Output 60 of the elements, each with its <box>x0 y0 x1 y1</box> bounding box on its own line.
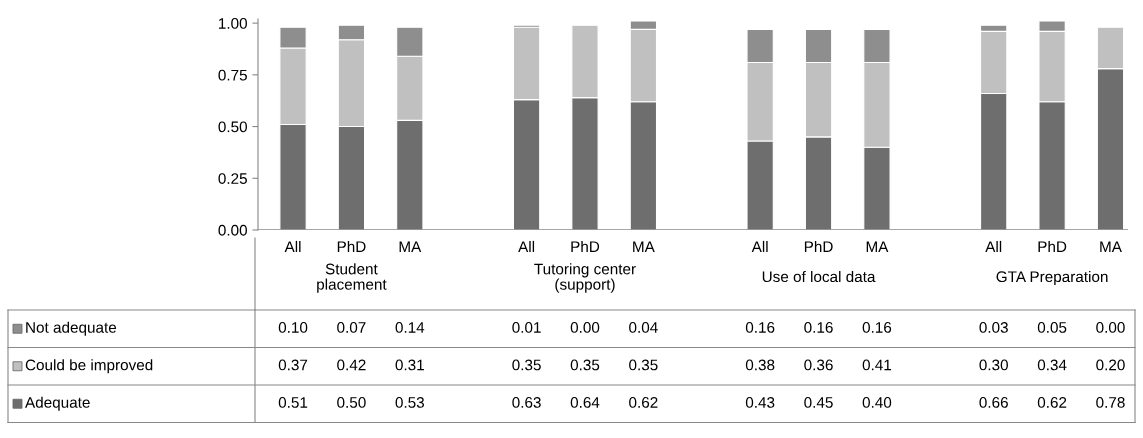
legend-label: Could be improved <box>25 359 153 374</box>
data-label: 0.42 <box>337 359 366 371</box>
x-tick-label: All <box>751 240 768 252</box>
y-tick-label: 0.50 <box>218 121 247 133</box>
y-tick-label: 0.75 <box>218 69 247 81</box>
data-label: 0.62 <box>629 397 658 408</box>
data-label: 0.16 <box>862 322 892 333</box>
data-label: 0.62 <box>1037 397 1067 408</box>
text: Tutoring center (support) <box>534 263 636 293</box>
text: Student placement <box>317 263 387 293</box>
x-tick-label: PhD <box>337 240 366 252</box>
data-label: 0.10 <box>278 322 308 333</box>
x-tick-label: MA <box>399 241 422 252</box>
data-label: 0.51 <box>278 397 308 408</box>
x-tick-label: PhD <box>1038 240 1067 252</box>
x-tick-label: All <box>985 240 1002 252</box>
y-tick-label: 0.00 <box>218 224 247 236</box>
data-label: 0.41 <box>862 359 892 371</box>
x-tick-label: MA <box>866 241 889 252</box>
y-tick-label: 1.00 <box>219 18 247 29</box>
x-tick-label: PhD <box>571 240 600 252</box>
data-label: 0.35 <box>629 359 658 371</box>
data-label: 0.50 <box>337 397 366 408</box>
data-label: 0.31 <box>395 359 424 371</box>
data-label: 0.16 <box>745 322 775 333</box>
data-label: 0.66 <box>979 397 1008 408</box>
data-label: 0.07 <box>337 322 366 333</box>
legend-label: Not adequate <box>26 321 117 336</box>
data-label: 0.35 <box>512 359 541 371</box>
data-label: 0.45 <box>804 397 833 408</box>
data-label: 0.37 <box>278 359 308 371</box>
x-tick-label: All <box>284 240 301 252</box>
data-label: 0.78 <box>1096 397 1125 408</box>
data-label: 0.64 <box>570 397 600 408</box>
data-label: 0.53 <box>395 397 425 408</box>
data-label: 0.03 <box>979 322 1008 333</box>
data-label: 0.35 <box>570 359 600 371</box>
data-label: 0.34 <box>1037 359 1067 371</box>
data-label: 0.63 <box>512 397 541 408</box>
legend-label: Adequate <box>25 396 90 411</box>
y-tick-label: 0.25 <box>218 173 247 184</box>
data-label: 0.05 <box>1037 322 1067 333</box>
data-label: 0.38 <box>745 359 775 371</box>
data-label: 0.40 <box>862 397 892 408</box>
x-tick-label: All <box>518 240 535 252</box>
x-tick-label: MA <box>1100 241 1122 252</box>
data-label: 0.36 <box>804 359 833 371</box>
data-label: 0.01 <box>512 322 541 333</box>
data-label: 0.43 <box>745 397 775 408</box>
data-label: 0.04 <box>629 322 658 333</box>
data-label: 0.00 <box>1096 322 1125 333</box>
data-label: 0.16 <box>804 322 833 333</box>
data-label: 0.30 <box>979 359 1008 371</box>
data-label: 0.00 <box>570 322 600 333</box>
text: GTA Preparation <box>996 270 1108 286</box>
data-label: 0.20 <box>1096 359 1125 371</box>
x-tick-label: MA <box>633 241 655 252</box>
text: Use of local data <box>762 270 876 283</box>
data-label: 0.14 <box>395 322 425 333</box>
x-tick-label: PhD <box>804 240 833 252</box>
